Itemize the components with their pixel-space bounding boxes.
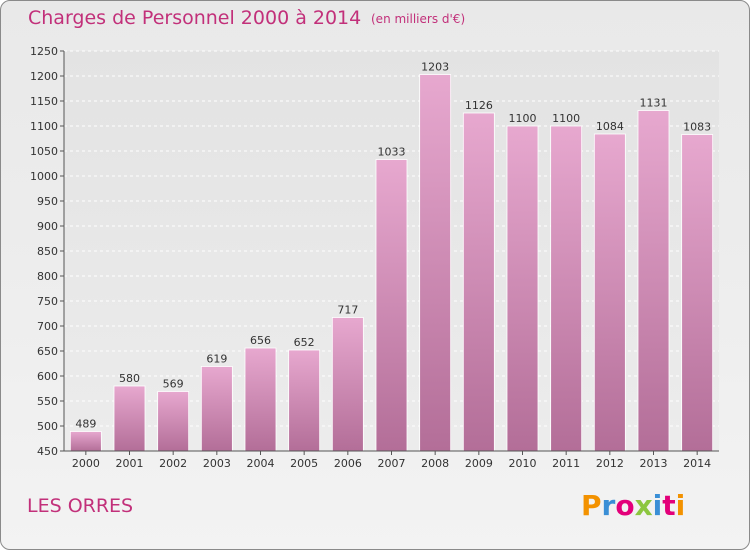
commune-name: LES ORRES [27, 495, 134, 517]
y-tick-label: 550 [37, 395, 58, 408]
data-label: 1131 [640, 97, 668, 110]
bar [637, 110, 670, 452]
x-tick-label: 2014 [683, 457, 711, 470]
bar [244, 347, 277, 452]
data-label: 619 [206, 353, 227, 366]
data-label: 1203 [421, 61, 449, 74]
x-tick-label: 2004 [247, 457, 275, 470]
bar [288, 349, 321, 452]
x-tick-label: 2007 [378, 457, 406, 470]
chart-unit-note: (en milliers d'€) [371, 12, 466, 26]
bar [550, 125, 583, 452]
data-label: 569 [163, 378, 184, 391]
y-tick-label: 900 [37, 220, 58, 233]
data-label: 717 [337, 304, 358, 317]
x-tick-label: 2010 [509, 457, 537, 470]
data-label: 1083 [683, 121, 711, 134]
data-label: 656 [250, 334, 271, 347]
y-tick-label: 1100 [30, 120, 58, 133]
axis-layer: 450 500 550 600 650 700 750 800 850 900 950 1000 105… [30, 45, 719, 470]
logo-letter: r [601, 489, 616, 522]
x-tick-label: 2009 [465, 457, 493, 470]
y-tick-label: 1050 [30, 145, 58, 158]
y-tick-label: 1250 [30, 45, 58, 58]
data-label: 1033 [378, 146, 406, 159]
bar [462, 112, 495, 452]
x-tick-label: 2002 [159, 457, 187, 470]
logo-letter: i [652, 489, 663, 522]
data-label: 1126 [465, 99, 493, 112]
bar [200, 366, 233, 452]
bar [593, 133, 626, 452]
x-tick-label: 2005 [290, 457, 318, 470]
proxiti-logo: Proxiti [581, 489, 685, 522]
logo-letter: i [675, 489, 686, 522]
bar [69, 431, 102, 452]
y-tick-label: 750 [37, 295, 58, 308]
logo-letter: P [581, 489, 602, 522]
y-tick-label: 800 [37, 270, 58, 283]
y-tick-label: 650 [37, 345, 58, 358]
x-tick-label: 2006 [334, 457, 362, 470]
x-tick-label: 2003 [203, 457, 231, 470]
x-tick-label: 2012 [596, 457, 624, 470]
data-label: 489 [75, 418, 96, 431]
y-tick-label: 500 [37, 420, 58, 433]
x-tick-label: 2008 [421, 457, 449, 470]
y-tick-label: 700 [37, 320, 58, 333]
logo-letter: t [662, 489, 676, 522]
logo-letter: x [634, 489, 653, 522]
chart-title: Charges de Personnel 2000 à 2014 [28, 7, 362, 29]
y-tick-label: 1150 [30, 95, 58, 108]
bar [419, 74, 452, 452]
y-tick-label: 450 [37, 445, 58, 458]
logo-letter: o [615, 489, 635, 522]
y-tick-label: 850 [37, 245, 58, 258]
bars-layer [69, 74, 714, 452]
x-tick-label: 2000 [72, 457, 100, 470]
bar [681, 134, 714, 452]
data-label: 580 [119, 372, 140, 385]
y-tick-label: 950 [37, 195, 58, 208]
bar [113, 385, 146, 452]
y-tick-label: 600 [37, 370, 58, 383]
x-tick-label: 2001 [116, 457, 144, 470]
bar [331, 317, 364, 452]
bar [157, 391, 190, 452]
bar [506, 125, 539, 452]
x-tick-label: 2011 [552, 457, 580, 470]
data-label: 1084 [596, 120, 624, 133]
x-tick-label: 2013 [640, 457, 668, 470]
bar [375, 159, 408, 452]
data-label: 652 [294, 336, 315, 349]
data-label: 1100 [552, 112, 580, 125]
y-tick-label: 1000 [30, 170, 58, 183]
data-label: 1100 [509, 112, 537, 125]
y-tick-label: 1200 [30, 70, 58, 83]
